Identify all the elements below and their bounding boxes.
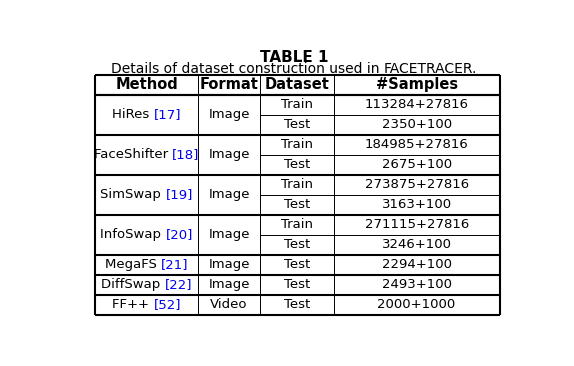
Text: Test: Test xyxy=(284,298,310,311)
Text: 3163+100: 3163+100 xyxy=(382,198,452,211)
Text: Image: Image xyxy=(208,148,250,161)
Text: Test: Test xyxy=(284,258,310,272)
Text: Test: Test xyxy=(284,118,310,131)
Text: FaceShifter: FaceShifter xyxy=(94,148,172,161)
Text: Image: Image xyxy=(208,228,250,242)
Text: 271115+27816: 271115+27816 xyxy=(364,219,469,231)
Text: Image: Image xyxy=(208,188,250,201)
Text: Test: Test xyxy=(284,158,310,171)
Text: Video: Video xyxy=(210,298,248,311)
Text: InfoSwap: InfoSwap xyxy=(100,228,165,242)
Text: 184985+27816: 184985+27816 xyxy=(364,138,468,151)
Text: FF++: FF++ xyxy=(112,298,153,311)
Text: HiRes: HiRes xyxy=(112,108,153,121)
Text: Train: Train xyxy=(281,178,313,191)
Text: [22]: [22] xyxy=(165,279,192,291)
Text: [17]: [17] xyxy=(153,108,181,121)
Text: Train: Train xyxy=(281,219,313,231)
Text: 113284+27816: 113284+27816 xyxy=(364,98,468,111)
Text: [19]: [19] xyxy=(165,188,193,201)
Text: FACETRACER.: FACETRACER. xyxy=(384,61,478,76)
Text: MegaFS: MegaFS xyxy=(104,258,161,272)
Text: Test: Test xyxy=(284,279,310,291)
Text: [52]: [52] xyxy=(153,298,181,311)
Text: #Samples: #Samples xyxy=(375,77,457,92)
Text: 2493+100: 2493+100 xyxy=(382,279,452,291)
Text: [20]: [20] xyxy=(165,228,193,242)
Text: Dataset: Dataset xyxy=(265,77,329,92)
Text: 2350+100: 2350+100 xyxy=(382,118,452,131)
Text: 2000+1000: 2000+1000 xyxy=(378,298,456,311)
Text: SimSwap: SimSwap xyxy=(100,188,165,201)
Text: [18]: [18] xyxy=(172,148,199,161)
Text: [21]: [21] xyxy=(161,258,188,272)
Text: Test: Test xyxy=(284,198,310,211)
Text: Test: Test xyxy=(284,238,310,251)
Text: Image: Image xyxy=(208,258,250,272)
Text: Format: Format xyxy=(200,77,258,92)
Text: DiffSwap: DiffSwap xyxy=(101,279,165,291)
Text: 273875+27816: 273875+27816 xyxy=(364,178,469,191)
Text: Image: Image xyxy=(208,279,250,291)
Text: Train: Train xyxy=(281,138,313,151)
Text: 2294+100: 2294+100 xyxy=(382,258,452,272)
Text: Details of dataset construction used in: Details of dataset construction used in xyxy=(111,61,384,76)
Text: 3246+100: 3246+100 xyxy=(382,238,452,251)
Text: 2675+100: 2675+100 xyxy=(382,158,452,171)
Text: Method: Method xyxy=(115,77,178,92)
Text: Image: Image xyxy=(208,108,250,121)
Text: TABLE 1: TABLE 1 xyxy=(260,50,328,65)
Text: Train: Train xyxy=(281,98,313,111)
